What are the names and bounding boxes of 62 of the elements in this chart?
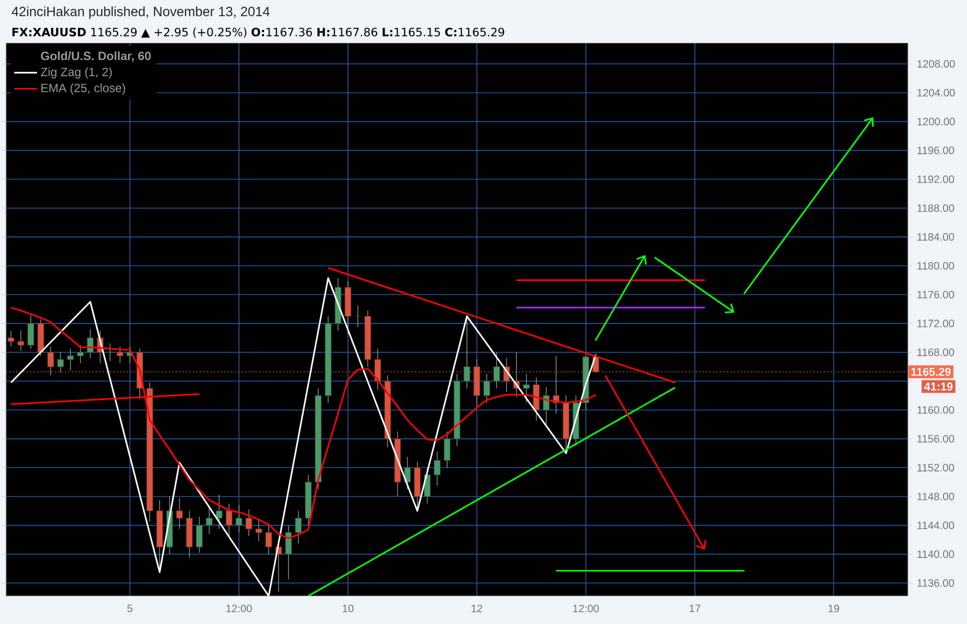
y-tick-label: 1160.00 <box>918 406 954 414</box>
candlestick <box>483 374 490 404</box>
candlestick <box>116 346 124 364</box>
legend-label: Zig Zag (1, 2) <box>40 67 112 79</box>
y-tick-label: 1176.00 <box>918 290 954 298</box>
y-tick-label: 1188.00 <box>918 204 954 212</box>
candlestick <box>246 509 252 536</box>
ref-line-label: 1165.29 <box>911 368 951 376</box>
x-tick-label: 12 <box>472 604 482 612</box>
candlestick <box>354 305 362 328</box>
y-tick-label: 1208.00 <box>918 60 955 68</box>
candlestick <box>444 431 450 468</box>
y-tick-label: 1144.00 <box>918 522 954 530</box>
y-tick-label: 1196.00 <box>918 146 954 154</box>
legend-title: Gold/U.S. Dollar, 60 <box>40 51 151 62</box>
candlestick <box>295 510 302 544</box>
candlestick <box>216 494 222 530</box>
candlestick <box>265 524 272 555</box>
text: 41:19 <box>924 382 953 391</box>
candlestick <box>57 352 64 373</box>
x-tick-label: 12:00 <box>573 604 599 612</box>
candlestick <box>226 503 232 536</box>
y-tick-label: 1148.00 <box>918 492 954 500</box>
candlestick <box>176 498 183 530</box>
y-tick-label: 1168.00 <box>918 348 954 356</box>
candlestick <box>374 348 381 390</box>
candlestick <box>236 504 242 533</box>
y-tick-label: 1152.00 <box>918 464 954 472</box>
candlestick <box>523 374 530 404</box>
x-tick-label: 5 <box>127 604 132 612</box>
candlestick <box>493 352 500 389</box>
candlestick <box>106 343 114 362</box>
legend-label: EMA (25, close) <box>41 83 126 95</box>
candlestick <box>87 328 94 358</box>
y-tick-label: 1200.00 <box>918 118 955 126</box>
candlestick <box>196 516 203 554</box>
candlestick <box>77 344 84 364</box>
candlestick <box>285 524 292 580</box>
y-tick-label: 1140.00 <box>918 550 954 558</box>
y-tick-label: 1156.00 <box>918 435 954 443</box>
line-series <box>10 277 597 596</box>
chart-subtitle: 42inciHakan published, November 13, 2014 <box>12 6 270 19</box>
x-tick-label: 12:00 <box>226 604 252 612</box>
candlestick <box>67 348 74 371</box>
candlestick <box>256 519 262 542</box>
x-tick-label: 10 <box>342 604 354 612</box>
candlestick <box>404 456 411 490</box>
candlestick <box>434 451 440 486</box>
candlestick <box>47 346 54 376</box>
x-tick-label: 17 <box>690 604 700 612</box>
chart-title: FX:XAUUSD 1165.29 ▲ +2.95 (+0.25%) O:1167.36 H:1167.86 L:1165.15 C:1165.29 <box>12 28 504 38</box>
y-tick-label: 1172.00 <box>918 320 954 328</box>
y-tick-label: 1136.00 <box>918 579 954 587</box>
y-tick-label: 1180.00 <box>918 262 954 270</box>
candlestick <box>18 330 24 352</box>
candlestick <box>542 386 550 425</box>
y-tick-label: 1204.00 <box>918 88 955 97</box>
y-tick-label: 1192.00 <box>918 175 954 184</box>
candlestick <box>206 506 212 534</box>
candlestick <box>28 314 34 350</box>
x-tick-label: 19 <box>828 604 840 612</box>
y-tick-label: 1184.00 <box>918 233 954 241</box>
